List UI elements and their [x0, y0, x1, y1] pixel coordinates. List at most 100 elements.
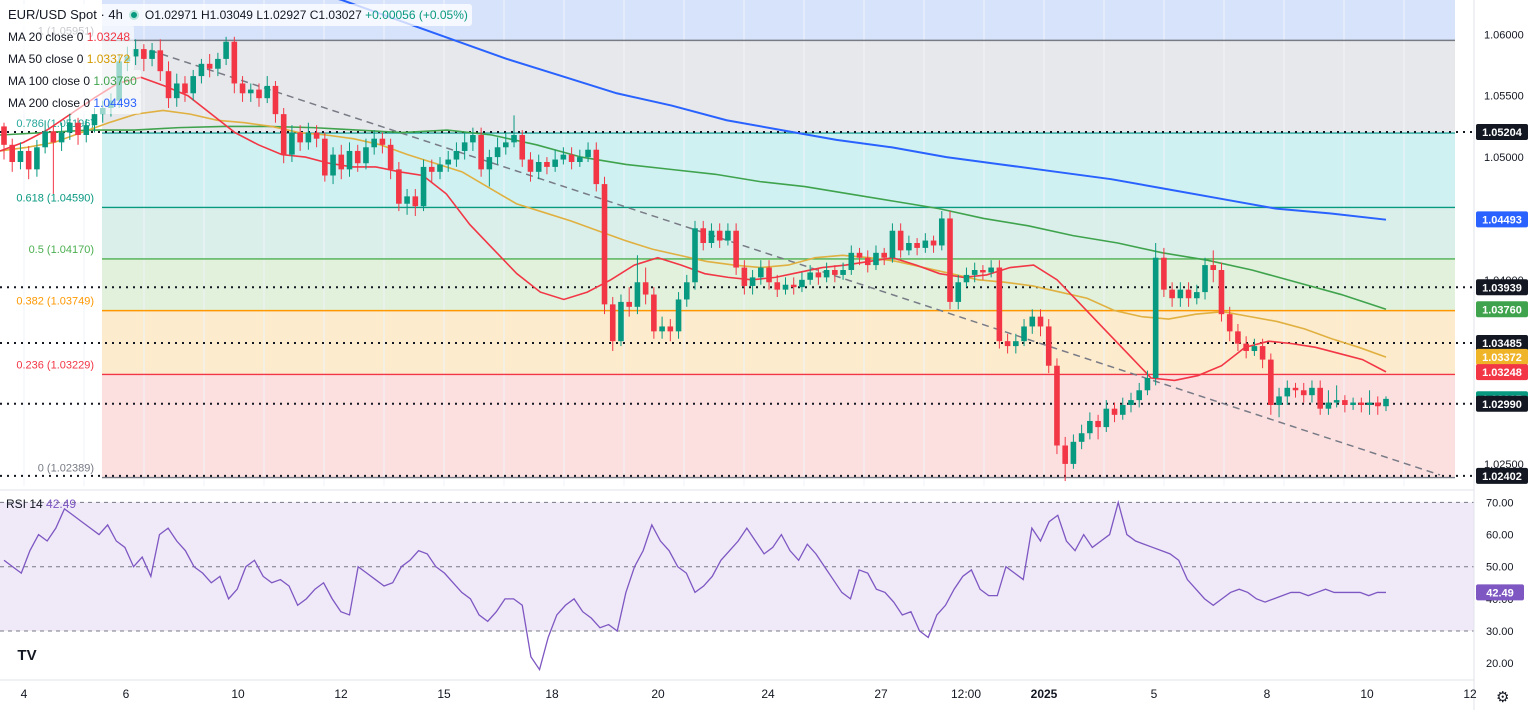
candle-body [247, 89, 254, 94]
candle-body [733, 230, 739, 268]
candle-body [1202, 265, 1208, 293]
candle-body [544, 162, 550, 167]
candle-body [1300, 390, 1307, 396]
candle-body [1193, 292, 1200, 299]
candle-body [527, 159, 534, 172]
candle-body [593, 149, 600, 185]
candle-body [1054, 365, 1060, 446]
candle-body [91, 114, 98, 126]
candle-body [1144, 378, 1151, 391]
ma20-legend[interactable]: MA 20 close 0 1.03248 [4, 26, 135, 48]
grid [23, 0, 1405, 486]
candle-body [363, 147, 369, 164]
rsi-pane [0, 489, 1474, 672]
price-tag [1476, 211, 1528, 228]
rsi-legend[interactable]: RSI 14 42.49 [6, 497, 77, 511]
candle-body [585, 149, 591, 158]
candle-body [338, 154, 345, 170]
candle-body [955, 282, 962, 302]
tradingview-logo-icon[interactable]: TV [12, 644, 42, 668]
time-axis[interactable]: 4 6 10 12 15 18 20 24 27 12:00 2025 5 8 10 12 [0, 679, 1477, 701]
candle-body [971, 270, 978, 275]
ma50-legend[interactable]: MA 50 close 0 1.03372 [4, 48, 135, 70]
ma200-line [338, 0, 1387, 221]
symbol-header[interactable]: EUR/USD Spot · 4h O1.02971 H1.03049 L1.0… [4, 4, 472, 26]
time-tick-label: 20 [651, 687, 665, 701]
candle-body [157, 50, 164, 72]
candle-body [906, 243, 912, 251]
candle-body [758, 267, 764, 278]
fib-label: 0.5 (1.04170) [29, 244, 94, 256]
ma100-legend[interactable]: MA 100 close 0 1.03760 [4, 70, 141, 92]
candle-body [577, 157, 583, 162]
candle-body [445, 159, 452, 165]
price-tick-label: 1.05500 [1484, 91, 1524, 103]
candle-body [25, 150, 32, 170]
candle-body [198, 63, 205, 77]
candle-body [618, 301, 624, 342]
candle-body [313, 132, 320, 139]
candle-body [1103, 408, 1110, 428]
candle-body [799, 279, 805, 288]
candle-body [708, 230, 715, 243]
candle-body [1037, 316, 1044, 327]
price-tag-label: 1.02990 [1482, 399, 1522, 411]
price-tag [1476, 348, 1528, 365]
candle-body [1342, 400, 1348, 405]
candle-body [634, 282, 641, 307]
candle-body [725, 230, 731, 241]
candle-body [272, 85, 279, 115]
candle-body [1111, 408, 1118, 415]
candle-body [1177, 289, 1184, 299]
price-tag-label: 1.05204 [1482, 127, 1523, 139]
candle-body [396, 169, 402, 204]
candle-body [305, 132, 312, 143]
price-tag [1476, 124, 1528, 141]
ma200-legend[interactable]: MA 200 close 0 1.04493 [4, 92, 141, 114]
price-tag [1476, 395, 1528, 412]
candle-body [642, 282, 649, 295]
candle-body [502, 142, 509, 148]
price-tag-label: 1.03372 [1482, 352, 1522, 364]
candle-body [881, 252, 888, 258]
candle-body [297, 132, 303, 143]
candle-body [519, 135, 526, 160]
gear-icon[interactable]: ⚙ [1496, 689, 1510, 706]
time-tick-label: 2025 [1031, 687, 1058, 701]
time-tick-label: 10 [231, 687, 245, 701]
candle-body [511, 135, 517, 143]
candle-body [83, 125, 90, 135]
candle-body [322, 138, 328, 176]
candle-body [774, 282, 781, 290]
time-tick-label: 27 [874, 687, 888, 701]
fib-label: 0 (1.02389) [38, 463, 94, 475]
candle-body [1259, 346, 1266, 360]
candle-body [864, 257, 871, 266]
price-axis[interactable]: 1.060001.055001.050001.045001.040001.035… [1473, 0, 1536, 710]
candle-body [379, 138, 386, 145]
candle-body [67, 122, 73, 133]
candle-body [42, 131, 48, 148]
candle-body [289, 132, 295, 155]
candles [1, 36, 1389, 482]
candle-body [1284, 387, 1291, 397]
candle-body [692, 228, 698, 283]
candle-body [9, 144, 16, 162]
horizontal-levels [0, 131, 1474, 477]
symbol-title[interactable]: EUR/USD Spot · 4h [8, 7, 123, 22]
candle-body [239, 83, 246, 94]
time-tick-label: 24 [761, 687, 775, 701]
trendline-line [149, 49, 1441, 476]
fib-label: 0.236 (1.03229) [16, 359, 94, 371]
candle-body [437, 164, 443, 172]
candle-body [75, 122, 81, 135]
candle-body [206, 63, 213, 69]
rsi-tick-label: 50.00 [1486, 562, 1514, 574]
candle-body [823, 270, 830, 278]
candle-body [50, 131, 57, 143]
candle-body [182, 83, 188, 94]
trendline[interactable] [149, 49, 1441, 476]
candle-body [1325, 402, 1332, 409]
candle-body [1317, 387, 1323, 409]
